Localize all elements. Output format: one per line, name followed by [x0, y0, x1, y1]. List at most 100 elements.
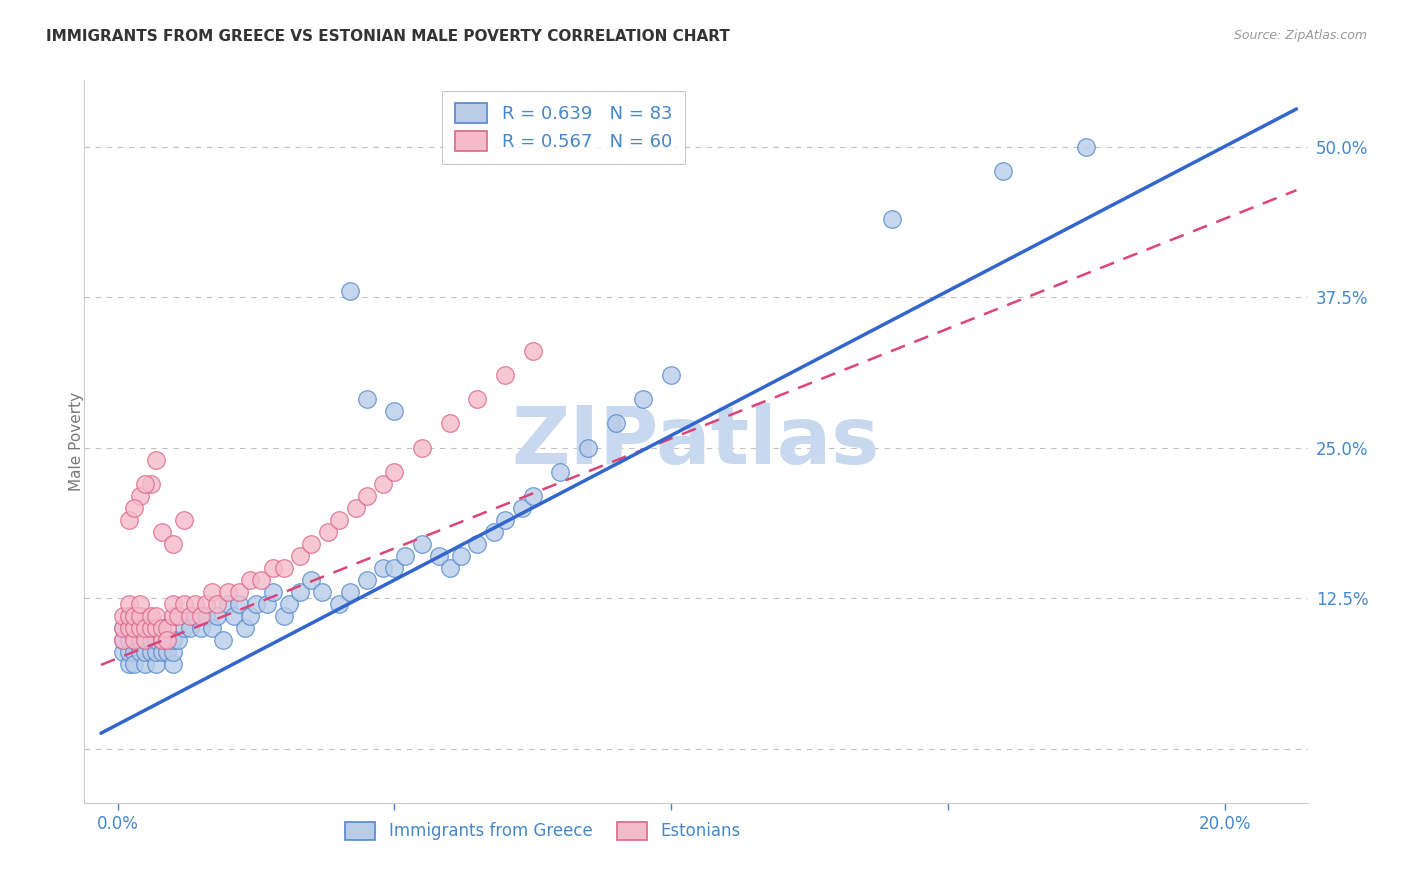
Point: [184, 597, 207, 611]
Point: [150, 633, 173, 648]
Point: [316, 524, 339, 539]
Point: [117, 621, 139, 635]
Point: [522, 344, 544, 359]
Point: [145, 609, 167, 624]
Point: [339, 585, 361, 599]
Point: [195, 609, 218, 624]
Point: [150, 621, 173, 635]
Point: [576, 441, 599, 455]
Point: [222, 609, 245, 624]
Point: [299, 537, 322, 551]
Point: [278, 597, 301, 611]
Point: [122, 621, 145, 635]
Point: [156, 621, 179, 635]
Point: [356, 489, 378, 503]
Point: [450, 549, 472, 563]
Point: [382, 465, 405, 479]
Point: [494, 513, 516, 527]
Point: [173, 621, 195, 635]
Point: [117, 621, 139, 635]
Point: [201, 585, 224, 599]
Point: [112, 621, 135, 635]
Point: [1076, 139, 1098, 153]
Y-axis label: Male Poverty: Male Poverty: [69, 392, 83, 491]
Point: [112, 621, 135, 635]
Text: ZIPatlas: ZIPatlas: [512, 402, 880, 481]
Point: [128, 489, 150, 503]
Point: [550, 465, 572, 479]
Point: [128, 609, 150, 624]
Point: [162, 633, 184, 648]
Point: [195, 597, 218, 611]
Point: [494, 368, 516, 383]
Point: [328, 513, 350, 527]
Point: [427, 549, 450, 563]
Point: [117, 657, 139, 672]
Point: [205, 609, 228, 624]
Point: [339, 284, 361, 298]
Point: [290, 549, 312, 563]
Point: [122, 621, 145, 635]
Point: [128, 621, 150, 635]
Point: [112, 645, 135, 659]
Point: [150, 645, 173, 659]
Point: [117, 609, 139, 624]
Point: [134, 621, 156, 635]
Point: [139, 621, 162, 635]
Point: [217, 597, 239, 611]
Point: [273, 609, 295, 624]
Point: [122, 657, 145, 672]
Point: [205, 597, 228, 611]
Point: [112, 609, 135, 624]
Point: [112, 633, 135, 648]
Point: [262, 585, 284, 599]
Point: [373, 561, 395, 575]
Point: [439, 561, 461, 575]
Point: [382, 404, 405, 418]
Point: [311, 585, 333, 599]
Point: [122, 609, 145, 624]
Point: [239, 609, 262, 624]
Point: [179, 609, 201, 624]
Point: [382, 561, 405, 575]
Point: [156, 633, 179, 648]
Point: [150, 621, 173, 635]
Point: [145, 633, 167, 648]
Point: [233, 621, 256, 635]
Point: [117, 645, 139, 659]
Point: [134, 621, 156, 635]
Point: [605, 417, 627, 431]
Point: [150, 524, 173, 539]
Point: [145, 452, 167, 467]
Point: [217, 585, 239, 599]
Point: [356, 392, 378, 407]
Point: [145, 645, 167, 659]
Point: [122, 609, 145, 624]
Point: [122, 633, 145, 648]
Point: [134, 645, 156, 659]
Point: [201, 621, 224, 635]
Point: [262, 561, 284, 575]
Point: [411, 441, 433, 455]
Point: [122, 645, 145, 659]
Point: [256, 597, 278, 611]
Point: [128, 609, 150, 624]
Point: [112, 633, 135, 648]
Point: [394, 549, 416, 563]
Point: [467, 392, 489, 407]
Point: [290, 585, 312, 599]
Point: [411, 537, 433, 551]
Point: [139, 476, 162, 491]
Point: [633, 392, 655, 407]
Point: [190, 621, 212, 635]
Point: [273, 561, 295, 575]
Point: [134, 633, 156, 648]
Point: [162, 609, 184, 624]
Point: [156, 633, 179, 648]
Point: [439, 417, 461, 431]
Point: [122, 500, 145, 515]
Point: [167, 633, 190, 648]
Point: [179, 621, 201, 635]
Point: [117, 609, 139, 624]
Text: Source: ZipAtlas.com: Source: ZipAtlas.com: [1233, 29, 1367, 42]
